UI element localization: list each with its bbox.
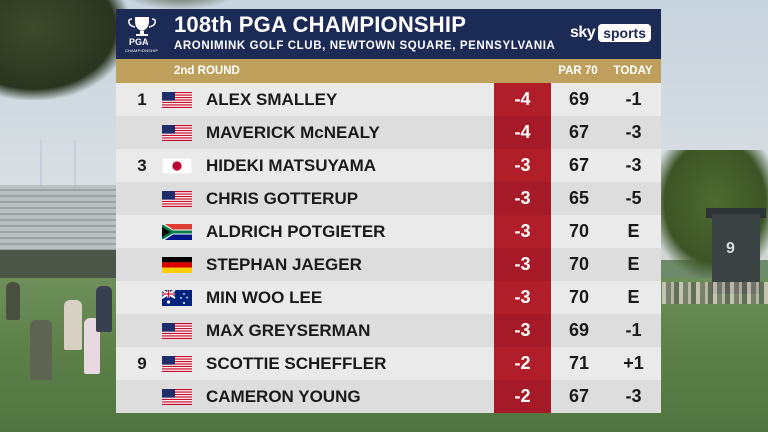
spectator: [84, 318, 100, 374]
sports-word: sports: [598, 24, 651, 42]
player-name: MAX GREYSERMAN: [206, 321, 371, 340]
spectator: [6, 282, 20, 320]
round-score: 70: [568, 287, 590, 307]
scoreboard-tower-top: [706, 208, 766, 218]
position: 1: [137, 90, 147, 109]
round-score: 70: [568, 221, 590, 241]
total-to-par: -3: [494, 182, 551, 215]
event-title: 108th PGA CHAMPIONSHIP: [174, 12, 467, 37]
australia-flag-icon: [162, 290, 192, 306]
round-score: 65: [568, 188, 590, 208]
player-name: STEPHAN JAEGER: [206, 255, 362, 274]
flag-pole: [40, 140, 42, 190]
spectators-right: [662, 282, 768, 304]
today-score: -3: [625, 155, 642, 175]
grandstand-base: [0, 250, 120, 280]
total-to-par: -3: [494, 314, 551, 347]
total-to-par: -3: [494, 281, 551, 314]
logo-subtext: CHAMPIONSHIP: [125, 48, 159, 53]
table-row: ALDRICH POTGIETER -3 70 E: [116, 215, 661, 248]
table-row: MIN WOO LEE -3 70 E: [116, 281, 661, 314]
leaderboard-header: PGA CHAMPIONSHIP 108th PGA CHAMPIONSHIP …: [116, 9, 661, 59]
player-name: MAVERICK McNEALY: [206, 123, 380, 142]
round-label: 2nd ROUND: [174, 65, 240, 77]
round-score: 69: [568, 89, 590, 109]
tree-top: [120, 0, 240, 10]
position: 9: [137, 354, 147, 373]
today-score: +1: [623, 353, 644, 373]
total-to-par: -2: [494, 347, 551, 380]
position: 3: [137, 156, 147, 175]
round-score: 69: [568, 320, 590, 340]
player-name: HIDEKI MATSUYAMA: [206, 156, 377, 175]
usa-flag-icon: [162, 125, 192, 141]
player-name: CHRIS GOTTERUP: [206, 189, 359, 208]
spectator: [30, 320, 52, 380]
spectator: [96, 286, 112, 332]
usa-flag-icon: [162, 191, 192, 207]
round-score: 71: [568, 353, 590, 373]
today-score: -5: [625, 188, 642, 208]
today-score: -1: [625, 320, 642, 340]
sky-sports-logo: sky sports: [570, 24, 651, 42]
usa-flag-icon: [162, 389, 192, 405]
logo-text: PGA: [129, 37, 149, 47]
grandstand: [0, 185, 120, 255]
round-score: 67: [568, 155, 590, 175]
flag-pole: [74, 140, 76, 190]
table-row: 3 HIDEKI MATSUYAMA -3 67 -3: [116, 149, 661, 182]
leaderboard: PGA CHAMPIONSHIP 108th PGA CHAMPIONSHIP …: [116, 9, 661, 413]
leaderboard-subheader: 2nd ROUND PAR 70 TODAY: [116, 59, 661, 83]
germany-flag-icon: [162, 257, 192, 273]
today-score: E: [627, 221, 640, 241]
usa-flag-icon: [162, 356, 192, 372]
table-row: CHRIS GOTTERUP -3 65 -5: [116, 182, 661, 215]
total-to-par: -2: [494, 380, 551, 413]
japan-flag-icon: [162, 158, 192, 174]
leaderboard-rows: 1 ALEX SMALLEY -4 69 -1 MAVERICK McNEALY…: [116, 83, 661, 413]
player-name: ALEX SMALLEY: [206, 90, 338, 109]
pga-trophy-logo-icon: [128, 17, 156, 36]
round-score: 70: [568, 254, 590, 274]
total-to-par: -3: [494, 149, 551, 182]
table-row: 9 SCOTTIE SCHEFFLER -2 71 +1: [116, 347, 661, 380]
event-venue: ARONIMINK GOLF CLUB, NEWTOWN SQUARE, PEN…: [174, 40, 556, 52]
table-row: MAVERICK McNEALY -4 67 -3: [116, 116, 661, 149]
player-name: CAMERON YOUNG: [206, 387, 361, 406]
round-score: 67: [568, 386, 590, 406]
total-to-par: -3: [494, 215, 551, 248]
usa-flag-icon: [162, 92, 192, 108]
today-score: -3: [625, 386, 642, 406]
round-score: 67: [568, 122, 590, 142]
total-to-par: -3: [494, 248, 551, 281]
player-name: SCOTTIE SCHEFFLER: [206, 354, 387, 373]
today-score: -1: [625, 89, 642, 109]
sky-word: sky: [570, 24, 596, 41]
tree-left: [0, 0, 130, 100]
spectator: [64, 300, 82, 350]
south-africa-flag-icon: [162, 224, 192, 240]
table-row: CAMERON YOUNG -2 67 -3: [116, 380, 661, 413]
table-row: STEPHAN JAEGER -3 70 E: [116, 248, 661, 281]
table-row: MAX GREYSERMAN -3 69 -1: [116, 314, 661, 347]
column-header-today: TODAY: [613, 65, 653, 77]
column-header-par: PAR 70: [558, 65, 598, 77]
total-to-par: -4: [494, 116, 551, 149]
today-score: E: [627, 287, 640, 307]
player-name: ALDRICH POTGIETER: [206, 222, 386, 241]
scoreboard-tower: [712, 214, 760, 294]
total-to-par: -4: [494, 83, 551, 116]
tower-number: 9: [726, 240, 735, 257]
usa-flag-icon: [162, 323, 192, 339]
player-name: MIN WOO LEE: [206, 288, 323, 307]
today-score: E: [627, 254, 640, 274]
today-score: -3: [625, 122, 642, 142]
table-row: 1 ALEX SMALLEY -4 69 -1: [116, 83, 661, 116]
